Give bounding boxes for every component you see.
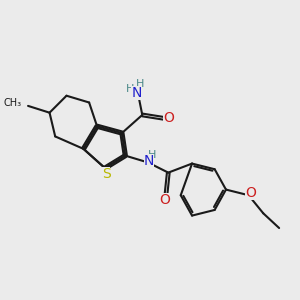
Text: N: N xyxy=(131,86,142,100)
Text: S: S xyxy=(102,167,110,182)
Text: O: O xyxy=(160,194,170,207)
Text: O: O xyxy=(163,111,174,125)
Text: H: H xyxy=(126,84,134,94)
Text: N: N xyxy=(144,154,154,168)
Text: O: O xyxy=(245,186,256,200)
Text: H: H xyxy=(136,80,144,89)
Text: CH₃: CH₃ xyxy=(3,98,21,107)
Text: H: H xyxy=(148,150,156,160)
